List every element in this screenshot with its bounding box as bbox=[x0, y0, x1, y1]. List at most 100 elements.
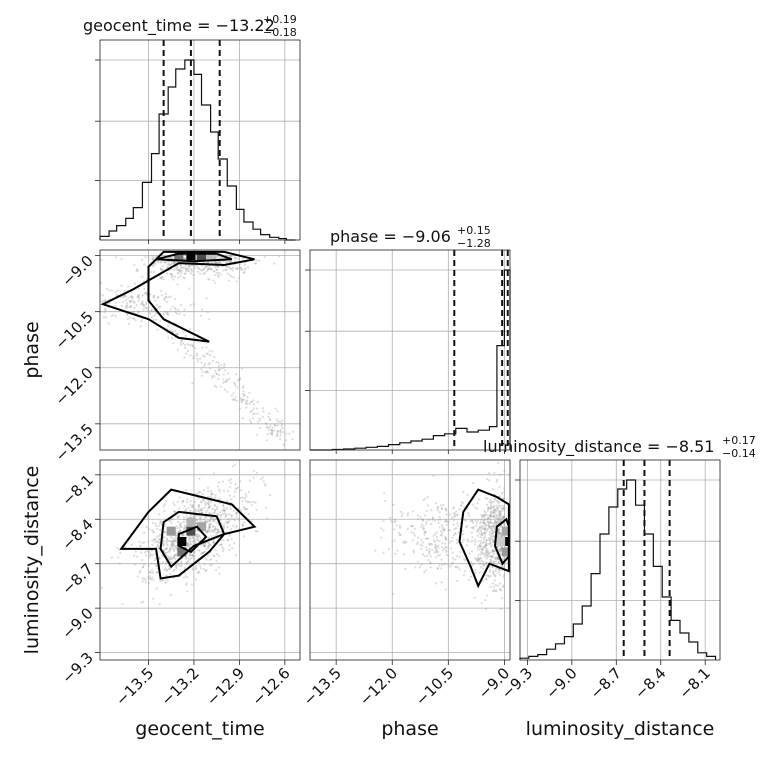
sample-point bbox=[225, 507, 228, 510]
sample-point bbox=[169, 256, 172, 260]
sample-point bbox=[495, 499, 498, 502]
sample-point bbox=[502, 507, 505, 510]
sample-point bbox=[237, 276, 241, 280]
sample-point bbox=[140, 551, 143, 554]
sample-point bbox=[200, 511, 203, 514]
sample-point bbox=[205, 270, 208, 273]
sample-point bbox=[444, 508, 447, 511]
sample-point bbox=[226, 265, 229, 269]
sample-point bbox=[213, 281, 217, 284]
sample-point bbox=[230, 254, 233, 257]
sample-point bbox=[194, 566, 198, 570]
sample-point bbox=[143, 287, 146, 290]
sample-point bbox=[191, 270, 194, 273]
sample-point bbox=[266, 517, 269, 520]
sample-point bbox=[255, 259, 258, 262]
sample-point bbox=[189, 540, 192, 543]
sample-point bbox=[497, 513, 500, 516]
sample-point bbox=[165, 551, 169, 554]
sample-point bbox=[484, 545, 487, 548]
sample-point bbox=[191, 554, 194, 558]
sample-point bbox=[150, 562, 153, 565]
sample-point bbox=[438, 515, 441, 519]
sample-point bbox=[495, 478, 499, 481]
contour-line bbox=[493, 517, 510, 566]
sample-point bbox=[485, 561, 488, 564]
sample-point bbox=[149, 293, 152, 296]
sample-point bbox=[208, 528, 211, 531]
sample-point bbox=[485, 594, 489, 597]
sample-point bbox=[452, 506, 456, 509]
sample-point bbox=[189, 554, 192, 557]
sample-point bbox=[198, 503, 201, 507]
sample-point bbox=[499, 569, 502, 572]
sample-point bbox=[214, 526, 217, 529]
sample-point bbox=[229, 481, 233, 485]
sample-point bbox=[514, 550, 516, 552]
sample-point bbox=[197, 497, 200, 500]
sample-point bbox=[126, 302, 129, 305]
sample-point bbox=[496, 506, 499, 509]
sample-point bbox=[490, 559, 493, 562]
sample-point bbox=[191, 505, 194, 508]
sample-point bbox=[180, 560, 183, 563]
sample-point bbox=[200, 368, 203, 371]
sample-point bbox=[205, 297, 208, 300]
sample-point bbox=[428, 553, 431, 556]
sample-point bbox=[441, 541, 444, 544]
sample-point bbox=[229, 267, 232, 270]
sample-point bbox=[414, 566, 417, 569]
sample-point bbox=[231, 398, 234, 401]
sample-point bbox=[157, 547, 161, 550]
sample-point bbox=[184, 257, 187, 261]
sample-point bbox=[498, 504, 501, 507]
sample-point bbox=[487, 507, 490, 510]
sample-point bbox=[455, 538, 459, 542]
sample-point bbox=[475, 521, 478, 524]
sample-point bbox=[486, 553, 490, 556]
sample-point bbox=[420, 563, 423, 566]
sample-point bbox=[471, 481, 475, 485]
sample-point bbox=[140, 601, 143, 604]
sample-point bbox=[471, 504, 475, 507]
sample-point bbox=[382, 491, 386, 495]
sample-point bbox=[510, 533, 512, 535]
sample-point bbox=[143, 563, 146, 566]
sample-point bbox=[487, 552, 490, 555]
sample-point bbox=[187, 559, 190, 562]
sample-point bbox=[500, 504, 503, 507]
ylabel-phase: phase bbox=[21, 321, 43, 378]
sample-point bbox=[482, 532, 485, 535]
sample-point bbox=[200, 308, 204, 311]
sample-point bbox=[483, 528, 486, 531]
sample-point bbox=[410, 525, 413, 528]
sample-point bbox=[173, 568, 176, 572]
sample-point bbox=[493, 521, 496, 525]
sample-point bbox=[222, 539, 225, 542]
sample-point bbox=[230, 514, 233, 517]
sample-point bbox=[490, 530, 493, 533]
sample-point bbox=[110, 556, 113, 559]
sample-point bbox=[178, 270, 182, 273]
sample-point bbox=[242, 506, 245, 509]
sample-point bbox=[138, 544, 141, 547]
sample-point bbox=[244, 267, 247, 270]
sample-point bbox=[488, 542, 492, 545]
sample-point bbox=[167, 539, 170, 543]
sample-point bbox=[185, 352, 188, 355]
sample-point bbox=[489, 574, 492, 578]
sample-point bbox=[164, 292, 167, 295]
sample-point bbox=[207, 545, 210, 548]
sample-point bbox=[161, 579, 164, 582]
sample-point bbox=[213, 518, 216, 522]
sample-point bbox=[427, 518, 430, 522]
sample-point bbox=[444, 536, 447, 539]
sample-point bbox=[454, 566, 457, 569]
sample-point bbox=[485, 554, 488, 557]
sample-point bbox=[201, 552, 205, 555]
sample-point bbox=[206, 554, 210, 558]
sample-point bbox=[218, 566, 221, 569]
sample-point bbox=[203, 355, 206, 358]
sample-point bbox=[184, 270, 188, 273]
sample-point bbox=[147, 582, 151, 585]
